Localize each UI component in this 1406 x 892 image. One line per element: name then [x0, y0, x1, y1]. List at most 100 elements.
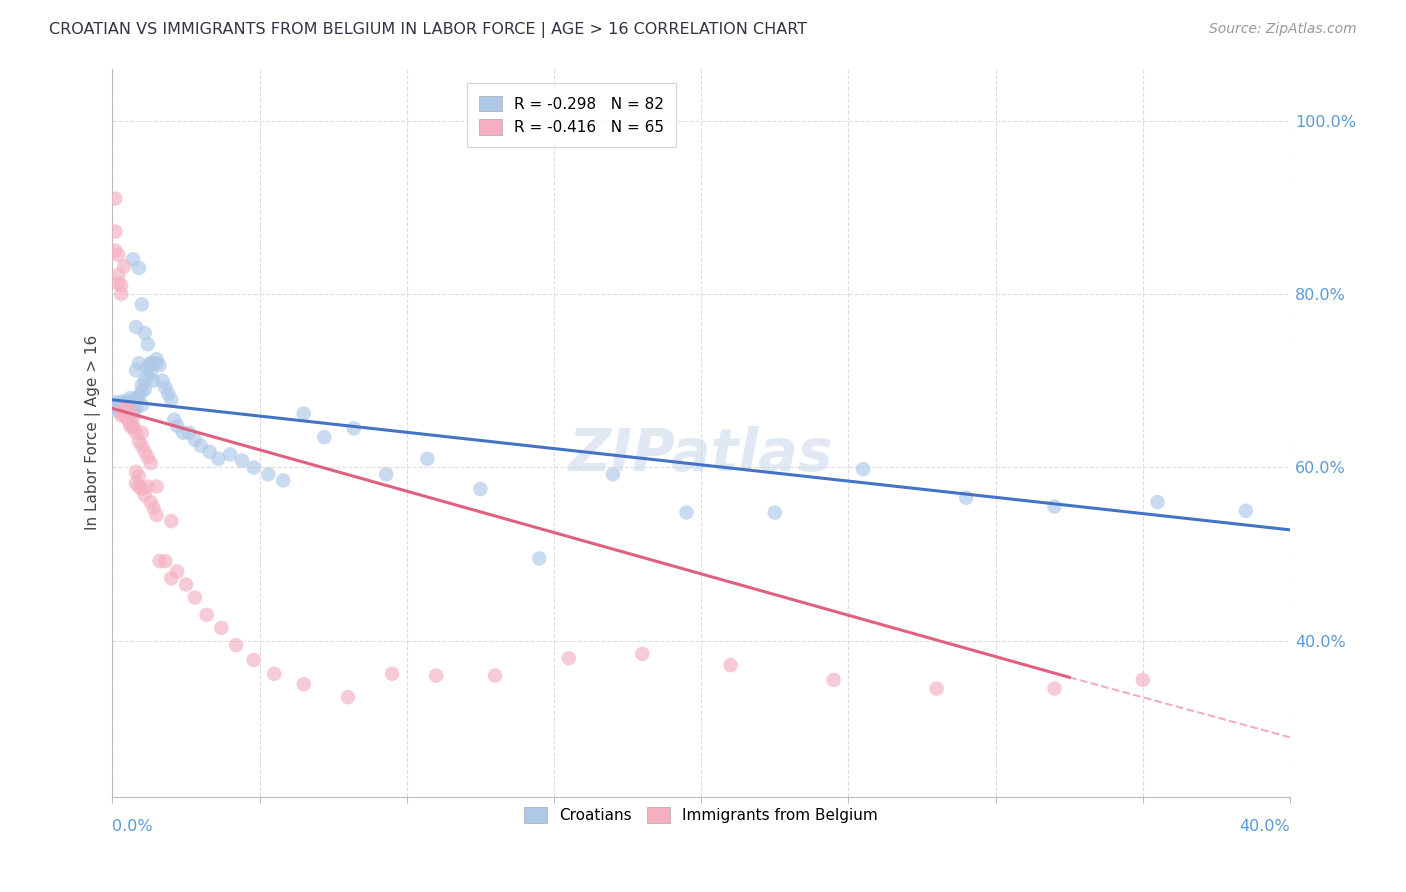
Point [263, 666, 285, 681]
Point [160, 392, 183, 407]
Point [115, 401, 138, 416]
Point [631, 647, 654, 661]
Point [198, 445, 221, 459]
Point [107, 401, 129, 416]
Point [675, 506, 697, 520]
Point [142, 374, 165, 388]
Point [110, 409, 132, 423]
Point [122, 421, 145, 435]
Point [115, 400, 138, 414]
Point [112, 396, 135, 410]
Point [112, 401, 135, 416]
Point [242, 653, 264, 667]
Point [136, 450, 159, 464]
Point [120, 418, 142, 433]
Point [166, 418, 188, 433]
Point [381, 666, 404, 681]
Point [112, 259, 135, 273]
Point [134, 383, 156, 397]
Point [160, 571, 183, 585]
Point [145, 508, 167, 522]
Point [120, 415, 142, 429]
Point [219, 447, 242, 461]
Point [925, 681, 948, 696]
Point [292, 677, 315, 691]
Point [131, 297, 153, 311]
Point [148, 358, 170, 372]
Point [104, 395, 127, 409]
Point [112, 409, 135, 423]
Point [470, 482, 492, 496]
Point [122, 403, 145, 417]
Point [122, 410, 145, 425]
Point [139, 365, 162, 379]
Point [292, 407, 315, 421]
Point [120, 398, 142, 412]
Point [172, 425, 194, 440]
Point [484, 668, 506, 682]
Point [163, 413, 186, 427]
Point [122, 418, 145, 433]
Point [131, 425, 153, 440]
Point [314, 430, 336, 444]
Point [120, 403, 142, 417]
Point [112, 403, 135, 417]
Point [1234, 504, 1257, 518]
Text: ZIPatlas: ZIPatlas [569, 426, 834, 483]
Point [231, 453, 253, 467]
Point [720, 658, 742, 673]
Point [763, 506, 786, 520]
Point [529, 551, 551, 566]
Point [115, 412, 138, 426]
Point [125, 401, 148, 416]
Point [128, 260, 150, 275]
Point [120, 400, 142, 414]
Point [120, 404, 142, 418]
Point [823, 673, 845, 687]
Point [136, 360, 159, 375]
Point [131, 378, 153, 392]
Point [115, 404, 138, 418]
Point [125, 320, 148, 334]
Point [145, 351, 167, 366]
Point [145, 356, 167, 370]
Point [174, 577, 197, 591]
Point [602, 467, 624, 482]
Point [142, 501, 165, 516]
Point [139, 356, 162, 370]
Point [104, 192, 127, 206]
Point [131, 398, 153, 412]
Point [184, 433, 207, 447]
Point [131, 482, 153, 496]
Point [225, 638, 247, 652]
Point [104, 244, 127, 258]
Point [336, 690, 359, 705]
Point [157, 386, 180, 401]
Point [136, 479, 159, 493]
Text: Source: ZipAtlas.com: Source: ZipAtlas.com [1209, 22, 1357, 37]
Text: CROATIAN VS IMMIGRANTS FROM BELGIUM IN LABOR FORCE | AGE > 16 CORRELATION CHART: CROATIAN VS IMMIGRANTS FROM BELGIUM IN L… [49, 22, 807, 38]
Point [148, 554, 170, 568]
Point [139, 495, 162, 509]
Point [122, 404, 145, 418]
Point [115, 394, 138, 409]
Point [110, 398, 132, 412]
Point [115, 398, 138, 412]
Point [131, 384, 153, 398]
Point [195, 607, 218, 622]
Point [145, 479, 167, 493]
Point [115, 409, 138, 423]
Y-axis label: In Labor Force | Age > 16: In Labor Force | Age > 16 [86, 335, 101, 531]
Point [107, 268, 129, 282]
Point [166, 565, 188, 579]
Point [110, 278, 132, 293]
Point [125, 391, 148, 405]
Point [1043, 681, 1066, 696]
Point [125, 476, 148, 491]
Point [136, 369, 159, 384]
Point [131, 439, 153, 453]
Text: 40.0%: 40.0% [1239, 819, 1289, 834]
Point [190, 439, 212, 453]
Point [160, 514, 183, 528]
Point [152, 374, 174, 388]
